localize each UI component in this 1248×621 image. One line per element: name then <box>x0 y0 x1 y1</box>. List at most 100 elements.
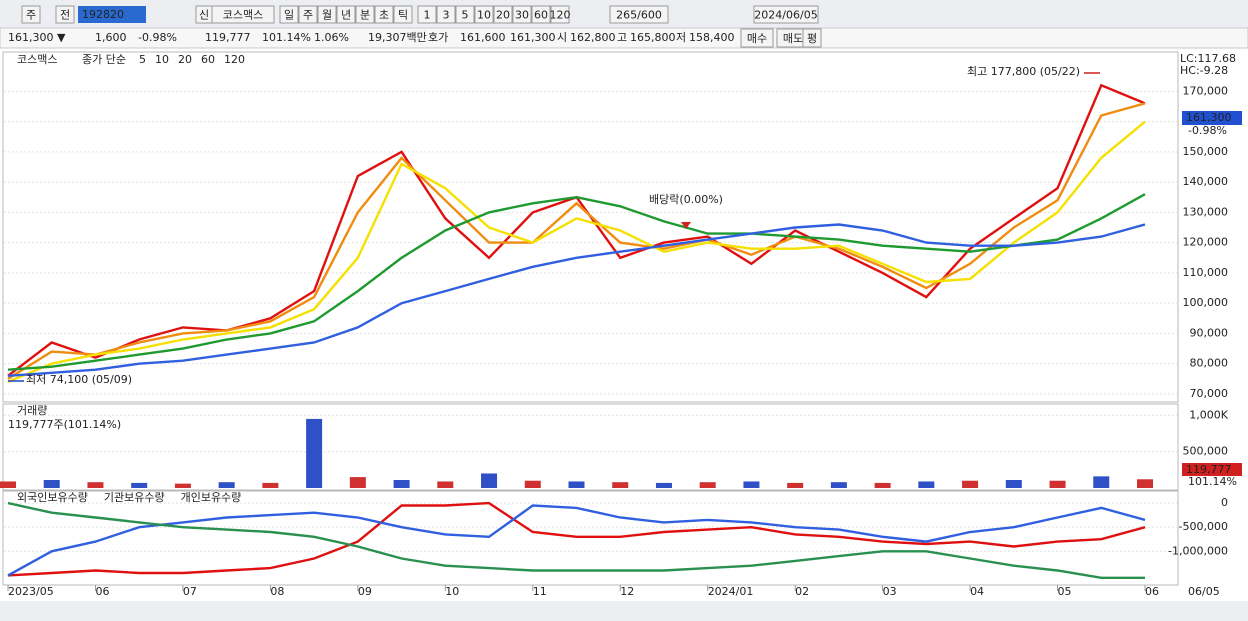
date-field[interactable]: 2024/06/05 <box>754 9 817 22</box>
interval-button[interactable]: 년 <box>341 9 351 22</box>
trade-button[interactable]: 평 <box>807 32 817 45</box>
interval-button[interactable]: 일 <box>284 8 294 22</box>
y-tick-label: 0 <box>1221 496 1228 509</box>
series-line <box>7 501 1146 577</box>
lc-label: LC:117.68 <box>1180 52 1236 65</box>
number-button[interactable]: 20 <box>496 9 510 22</box>
interval-button[interactable]: 주 <box>303 9 313 22</box>
x-tick-label: 12 <box>620 585 634 598</box>
volume-bar <box>131 482 148 488</box>
number-button-box[interactable] <box>417 5 437 24</box>
x-tick-label: 04 <box>970 585 984 598</box>
y-tick-label: 150,000 <box>1183 145 1229 158</box>
y-tick-label: 110,000 <box>1183 266 1229 279</box>
info-high-label: 고 <box>617 31 627 44</box>
number-button[interactable]: 30 <box>515 9 529 22</box>
current-volume-rate: 101.14% <box>1188 475 1237 488</box>
volume-bar <box>874 482 891 488</box>
stock-name[interactable]: 코스맥스 <box>223 9 263 22</box>
legend-entry: 20 <box>178 53 192 66</box>
current-price-box <box>1182 111 1242 125</box>
interval-button-box[interactable] <box>393 5 413 24</box>
y-tick-label: -500,000 <box>1179 520 1228 533</box>
volume-bar <box>0 481 16 488</box>
volume-bar <box>481 473 498 488</box>
number-button[interactable]: 5 <box>462 9 469 22</box>
current-date: 06/05 <box>1188 585 1220 598</box>
date-field-box[interactable] <box>753 5 819 24</box>
x-tick-label: 05 <box>1058 585 1072 598</box>
volume-bar <box>174 483 191 488</box>
y-tick-label: 70,000 <box>1190 387 1229 400</box>
volume-bar <box>393 480 410 488</box>
number-button[interactable]: 10 <box>477 9 491 22</box>
new-badge[interactable]: 신 <box>199 9 209 22</box>
info-open: 162,800 <box>570 31 616 44</box>
info-low-label: 저 <box>676 31 686 44</box>
y-tick-label: 80,000 <box>1190 357 1229 370</box>
y-tick-label: 130,000 <box>1183 205 1229 218</box>
stock-name-box[interactable] <box>211 5 275 24</box>
count-field[interactable]: 265/600 <box>616 9 662 22</box>
interval-button-box[interactable] <box>336 5 356 24</box>
x-tick-label: 07 <box>183 585 197 598</box>
interval-button-box[interactable] <box>279 5 299 24</box>
interval-button-box[interactable] <box>298 5 318 24</box>
number-button-box[interactable] <box>512 5 532 24</box>
series-line <box>7 501 1145 579</box>
volume-bar <box>87 482 104 488</box>
volume-bar <box>787 482 804 488</box>
holding-legend: 기관보유수량 <box>104 491 165 504</box>
interval-button[interactable]: 분 <box>360 9 370 22</box>
number-button-box[interactable] <box>493 5 513 24</box>
interval-button[interactable]: 월 <box>322 9 332 22</box>
number-button[interactable]: 3 <box>443 9 450 22</box>
interval-button[interactable]: 초 <box>379 9 389 22</box>
number-button-box[interactable] <box>436 5 456 24</box>
info-ask: 161,600 <box>460 31 506 44</box>
scope-select-box[interactable] <box>55 5 75 24</box>
volume-bar <box>568 481 585 488</box>
high-note: 최고 177,800 (05/22) <box>967 65 1080 78</box>
volume-bar <box>962 480 979 488</box>
stock-code[interactable]: 192820 <box>82 8 124 21</box>
interval-button-box[interactable] <box>355 5 375 24</box>
y-tick-label: 90,000 <box>1190 326 1229 339</box>
number-button[interactable]: 60 <box>534 9 548 22</box>
trade-button-box[interactable] <box>802 28 822 48</box>
current-rate: -0.98% <box>1188 124 1227 137</box>
y-tick-label: 1,000K <box>1189 408 1228 421</box>
number-button-box[interactable] <box>550 5 570 24</box>
number-button[interactable]: 1 <box>424 9 431 22</box>
price-panel <box>2 51 1179 403</box>
number-button[interactable]: 120 <box>550 9 571 22</box>
volume-bar <box>1005 480 1022 488</box>
legend-prefix: 종가 단순 <box>82 53 126 66</box>
trade-button[interactable]: 매도 <box>783 32 803 45</box>
number-button-box[interactable] <box>455 5 475 24</box>
number-button-box[interactable] <box>474 5 494 24</box>
count-field-box[interactable] <box>609 5 669 24</box>
scope-select[interactable]: 전 <box>60 9 70 22</box>
info-amount: 19,307백만 <box>368 31 427 44</box>
volume-bar <box>1137 479 1153 488</box>
trade-button-box[interactable] <box>740 28 774 48</box>
series-line <box>7 223 1146 377</box>
number-button-box[interactable] <box>531 5 551 24</box>
trade-button[interactable]: 매수 <box>747 32 767 45</box>
code-input[interactable] <box>78 6 146 23</box>
volume-subtitle: 119,777주(101.14%) <box>8 418 121 431</box>
holding-legend: 외국인보유수량 <box>17 491 88 504</box>
interval-button[interactable]: 틱 <box>398 9 408 22</box>
period-select[interactable]: 주 <box>26 9 36 22</box>
volume-bar <box>43 480 60 488</box>
period-select-box[interactable] <box>21 5 41 24</box>
interval-button-box[interactable] <box>374 5 394 24</box>
interval-button-box[interactable] <box>317 5 337 24</box>
volume-bar <box>349 477 366 488</box>
info-price: 161,300 ▼ <box>8 31 66 44</box>
x-tick-label: 03 <box>883 585 897 598</box>
volume-bar <box>306 418 323 488</box>
volume-bar <box>612 482 629 488</box>
